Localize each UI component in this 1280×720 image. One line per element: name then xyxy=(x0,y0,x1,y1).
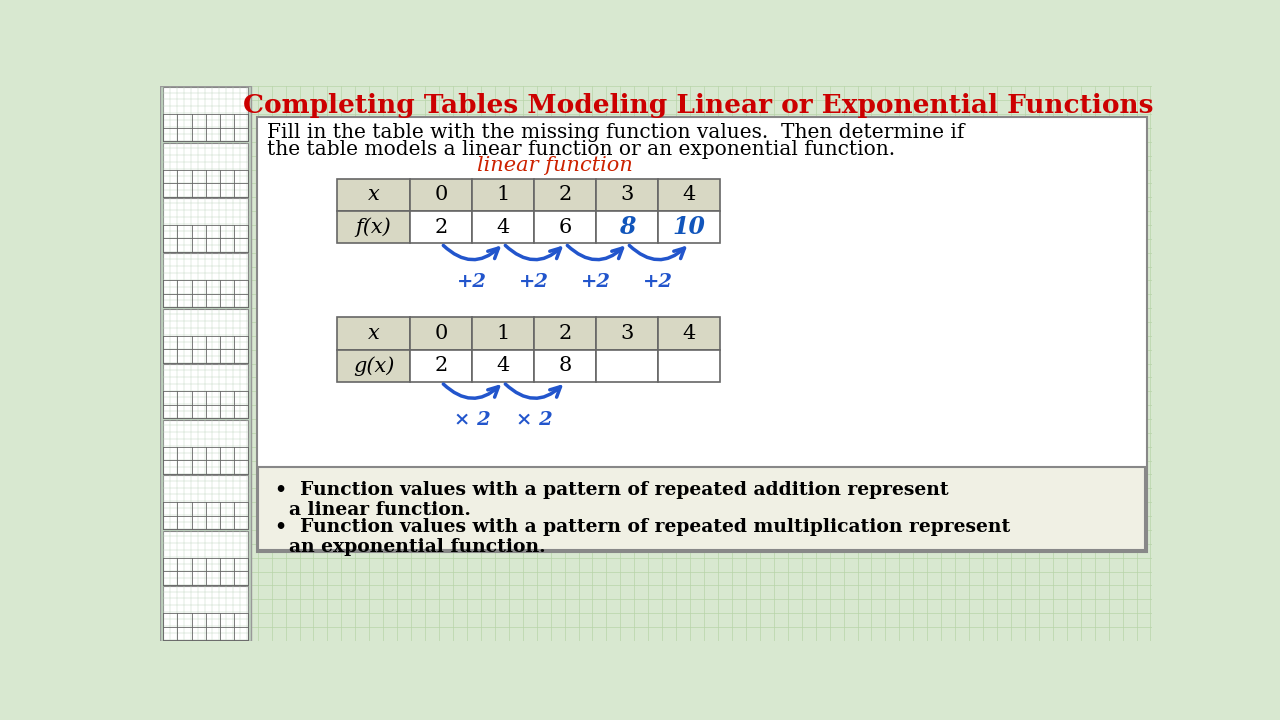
Text: Fill in the table with the missing function values.  Then determine if: Fill in the table with the missing funct… xyxy=(268,123,964,142)
Text: × 2: × 2 xyxy=(454,411,490,429)
Bar xyxy=(163,87,248,141)
Bar xyxy=(163,198,248,252)
Text: 2: 2 xyxy=(435,218,448,237)
Text: 3: 3 xyxy=(621,186,634,204)
Text: 4: 4 xyxy=(497,218,509,237)
Text: +2: +2 xyxy=(520,273,549,291)
FancyArrowPatch shape xyxy=(443,246,498,260)
FancyArrowPatch shape xyxy=(506,246,561,260)
Text: 3: 3 xyxy=(621,324,634,343)
Bar xyxy=(163,143,248,197)
Text: linear function: linear function xyxy=(477,156,634,175)
Bar xyxy=(259,467,1146,550)
Text: 0: 0 xyxy=(435,186,448,204)
Bar xyxy=(411,318,472,350)
Bar xyxy=(411,179,472,211)
FancyArrowPatch shape xyxy=(506,384,561,398)
Text: 4: 4 xyxy=(682,324,696,343)
Bar xyxy=(163,364,248,418)
Text: 1: 1 xyxy=(497,186,509,204)
Bar xyxy=(163,531,248,585)
Bar xyxy=(534,179,596,211)
Bar xyxy=(337,350,411,382)
Text: +2: +2 xyxy=(457,273,488,291)
Bar xyxy=(160,86,251,641)
Bar xyxy=(534,211,596,243)
FancyArrowPatch shape xyxy=(567,246,622,260)
Text: 6: 6 xyxy=(558,218,572,237)
FancyArrowPatch shape xyxy=(443,384,498,398)
Bar xyxy=(534,318,596,350)
Text: +2: +2 xyxy=(644,273,673,291)
Bar xyxy=(596,350,658,382)
Bar xyxy=(163,253,248,307)
Bar xyxy=(337,318,411,350)
Bar xyxy=(534,350,596,382)
Bar xyxy=(337,179,411,211)
Bar xyxy=(163,309,248,363)
Text: 0: 0 xyxy=(435,324,448,343)
Text: +2: +2 xyxy=(581,273,612,291)
Text: Completing Tables Modeling Linear or Exponential Functions: Completing Tables Modeling Linear or Exp… xyxy=(243,93,1153,118)
Bar xyxy=(163,420,248,474)
Text: •  Function values with a pattern of repeated addition represent: • Function values with a pattern of repe… xyxy=(275,481,948,499)
Text: f(x): f(x) xyxy=(356,217,392,237)
Text: 2: 2 xyxy=(558,324,572,343)
Bar xyxy=(658,350,721,382)
Text: 4: 4 xyxy=(497,356,509,375)
Text: × 2: × 2 xyxy=(516,411,553,429)
Text: 10: 10 xyxy=(673,215,705,239)
Bar xyxy=(472,211,534,243)
Text: 4: 4 xyxy=(682,186,696,204)
Text: •  Function values with a pattern of repeated multiplication represent: • Function values with a pattern of repe… xyxy=(275,518,1011,536)
Text: an exponential function.: an exponential function. xyxy=(289,538,547,556)
Text: the table models a linear function or an exponential function.: the table models a linear function or an… xyxy=(268,140,895,159)
Bar xyxy=(472,318,534,350)
Bar xyxy=(472,350,534,382)
Text: 2: 2 xyxy=(435,356,448,375)
Bar xyxy=(163,586,248,640)
Bar xyxy=(596,211,658,243)
FancyArrowPatch shape xyxy=(630,246,685,260)
Text: x: x xyxy=(367,324,379,343)
Text: x: x xyxy=(367,186,379,204)
Bar xyxy=(163,475,248,529)
Text: g(x): g(x) xyxy=(353,356,394,376)
Text: 2: 2 xyxy=(558,186,572,204)
Bar xyxy=(658,179,721,211)
Bar xyxy=(472,179,534,211)
Text: 1: 1 xyxy=(497,324,509,343)
Text: a linear function.: a linear function. xyxy=(289,500,471,518)
Text: 8: 8 xyxy=(620,215,636,239)
Bar xyxy=(411,211,472,243)
Bar xyxy=(596,179,658,211)
Bar xyxy=(411,350,472,382)
Bar xyxy=(658,318,721,350)
Bar xyxy=(596,318,658,350)
Bar xyxy=(257,117,1147,552)
Bar xyxy=(658,211,721,243)
Text: 8: 8 xyxy=(558,356,572,375)
Bar xyxy=(337,211,411,243)
